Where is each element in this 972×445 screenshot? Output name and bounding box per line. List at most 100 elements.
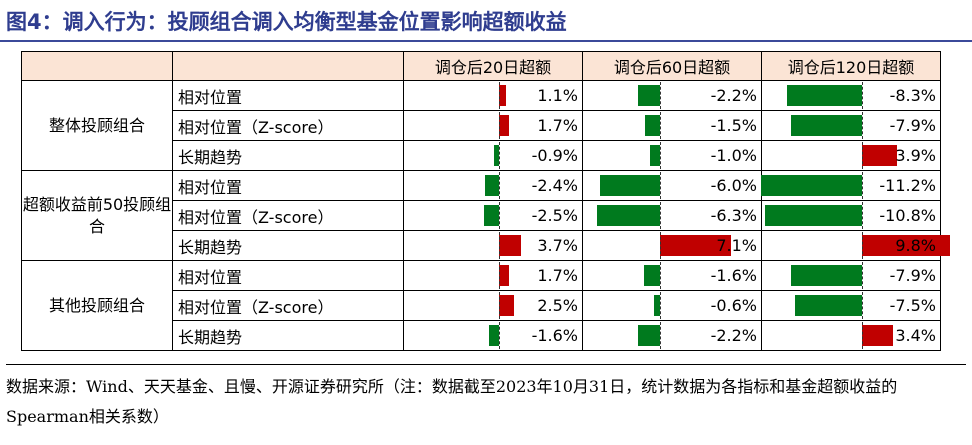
zero-axis-line xyxy=(499,112,500,139)
zero-axis-line xyxy=(660,262,661,289)
zero-axis-line xyxy=(499,82,500,109)
title-bar: 图4：调入行为：投顾组合调入均衡型基金位置影响超额收益 xyxy=(0,0,972,42)
value-text: 3.4% xyxy=(895,326,936,345)
negative-bar xyxy=(600,175,660,196)
value-cell: -7.5% xyxy=(761,290,941,321)
negative-bar xyxy=(794,295,862,316)
positive-bar xyxy=(660,235,731,256)
negative-bar xyxy=(787,85,862,106)
value-cell: 2.5% xyxy=(403,290,583,321)
value-text: -2.2% xyxy=(710,326,757,345)
value-cell: 1.7% xyxy=(403,110,583,141)
value-cell: -1.6% xyxy=(582,260,762,291)
header-120d: 调仓后120日超额 xyxy=(761,51,941,81)
value-cell: 3.9% xyxy=(761,140,941,171)
zero-axis-line xyxy=(660,232,661,259)
table-row: 长期趋势 -0.9% -1.0% 3.9% xyxy=(22,140,941,171)
negative-bar xyxy=(638,85,660,106)
value-cell: -1.5% xyxy=(582,110,762,141)
value-text: -8.3% xyxy=(889,86,936,105)
table-row: 整体投顾组合 相对位置 1.1% -2.2% -8.3% xyxy=(21,80,941,171)
zero-axis-line xyxy=(499,292,500,319)
metric-label: 相对位置 xyxy=(172,80,404,111)
footer-rule xyxy=(6,364,966,365)
value-cell: 9.8% xyxy=(761,230,951,261)
header-corner-metric xyxy=(172,51,404,81)
value-cell: -2.4% xyxy=(403,170,583,201)
negative-bar xyxy=(790,265,862,286)
positive-bar xyxy=(499,265,510,286)
zero-axis-line xyxy=(499,142,500,169)
value-cell: -10.8% xyxy=(761,200,941,231)
value-cell: 3.7% xyxy=(403,230,583,261)
zero-axis-line xyxy=(862,172,863,199)
metric-label: 相对位置（Z-score） xyxy=(172,290,404,321)
zero-axis-line xyxy=(499,202,500,229)
value-text: -0.9% xyxy=(531,146,578,165)
negative-bar xyxy=(761,175,862,196)
value-cell: -2.5% xyxy=(403,200,583,231)
zero-axis-line xyxy=(862,292,863,319)
value-text: -7.5% xyxy=(889,296,936,315)
group-label: 其他投顾组合 xyxy=(21,260,173,351)
table-row: 长期趋势 -1.6% -2.2% 3.4% xyxy=(22,320,941,351)
negative-bar xyxy=(489,325,499,346)
value-cell: -2.2% xyxy=(582,320,762,351)
positive-bar xyxy=(499,235,522,256)
value-text: -6.0% xyxy=(710,176,757,195)
metric-label: 长期趋势 xyxy=(172,230,404,261)
value-text: -7.9% xyxy=(889,116,936,135)
value-cell: 7.1% xyxy=(582,230,762,261)
table-row: 相对位置（Z-score） -2.5% -6.3% -10.8% xyxy=(22,200,941,231)
source-note: 数据来源：Wind、天天基金、且慢、开源证券研究所（注：数据截至2023年10月… xyxy=(6,377,898,426)
zero-axis-line xyxy=(862,232,863,259)
metric-label: 相对位置 xyxy=(172,170,404,201)
value-text: -1.6% xyxy=(710,266,757,285)
header-row: 调仓后20日超额 调仓后60日超额 调仓后120日超额 xyxy=(21,51,941,81)
value-text: 1.1% xyxy=(537,86,578,105)
zero-axis-line xyxy=(660,322,661,349)
zero-axis-line xyxy=(862,322,863,349)
negative-bar xyxy=(644,265,660,286)
value-cell: -7.9% xyxy=(761,260,941,291)
zero-axis-line xyxy=(499,322,500,349)
zero-axis-line xyxy=(862,262,863,289)
value-cell: -6.3% xyxy=(582,200,762,231)
table-row: 长期趋势 3.7% 7.1% 9.8% xyxy=(22,230,951,261)
metric-label: 长期趋势 xyxy=(172,140,404,171)
correlation-table: 调仓后20日超额 调仓后60日超额 调仓后120日超额 整体投顾组合 相对位置 1.… xyxy=(21,51,951,351)
group-label: 超额收益前50投顾组合 xyxy=(21,170,173,261)
positive-bar xyxy=(862,235,951,256)
value-text: -10.8% xyxy=(879,206,936,225)
header-60d: 调仓后60日超额 xyxy=(582,51,762,81)
zero-axis-line xyxy=(660,172,661,199)
value-text: 1.7% xyxy=(537,116,578,135)
negative-bar xyxy=(638,325,660,346)
value-text: -0.6% xyxy=(710,296,757,315)
negative-bar xyxy=(484,175,499,196)
value-text: 9.8% xyxy=(895,236,936,255)
value-cell: -6.0% xyxy=(582,170,762,201)
value-cell: -0.6% xyxy=(582,290,762,321)
zero-axis-line xyxy=(660,292,661,319)
value-text: -11.2% xyxy=(879,176,936,195)
value-cell: -7.9% xyxy=(761,110,941,141)
value-text: 2.5% xyxy=(537,296,578,315)
value-cell: -8.3% xyxy=(761,80,941,111)
negative-bar xyxy=(654,295,660,316)
value-text: -2.2% xyxy=(710,86,757,105)
positive-bar xyxy=(499,85,506,106)
table-body: 整体投顾组合 相对位置 1.1% -2.2% -8.3% 相对位置（Z-score） 1.7… xyxy=(21,80,951,351)
positive-bar xyxy=(862,145,898,166)
header-20d: 调仓后20日超额 xyxy=(403,51,583,81)
zero-axis-line xyxy=(660,202,661,229)
negative-bar xyxy=(764,205,862,226)
positive-bar xyxy=(499,115,510,136)
zero-axis-line xyxy=(499,232,500,259)
zero-axis-line xyxy=(862,112,863,139)
negative-bar xyxy=(493,145,499,166)
value-cell: 3.4% xyxy=(761,320,941,351)
zero-axis-line xyxy=(660,112,661,139)
header-corner-group xyxy=(21,51,173,81)
metric-label: 长期趋势 xyxy=(172,320,404,351)
